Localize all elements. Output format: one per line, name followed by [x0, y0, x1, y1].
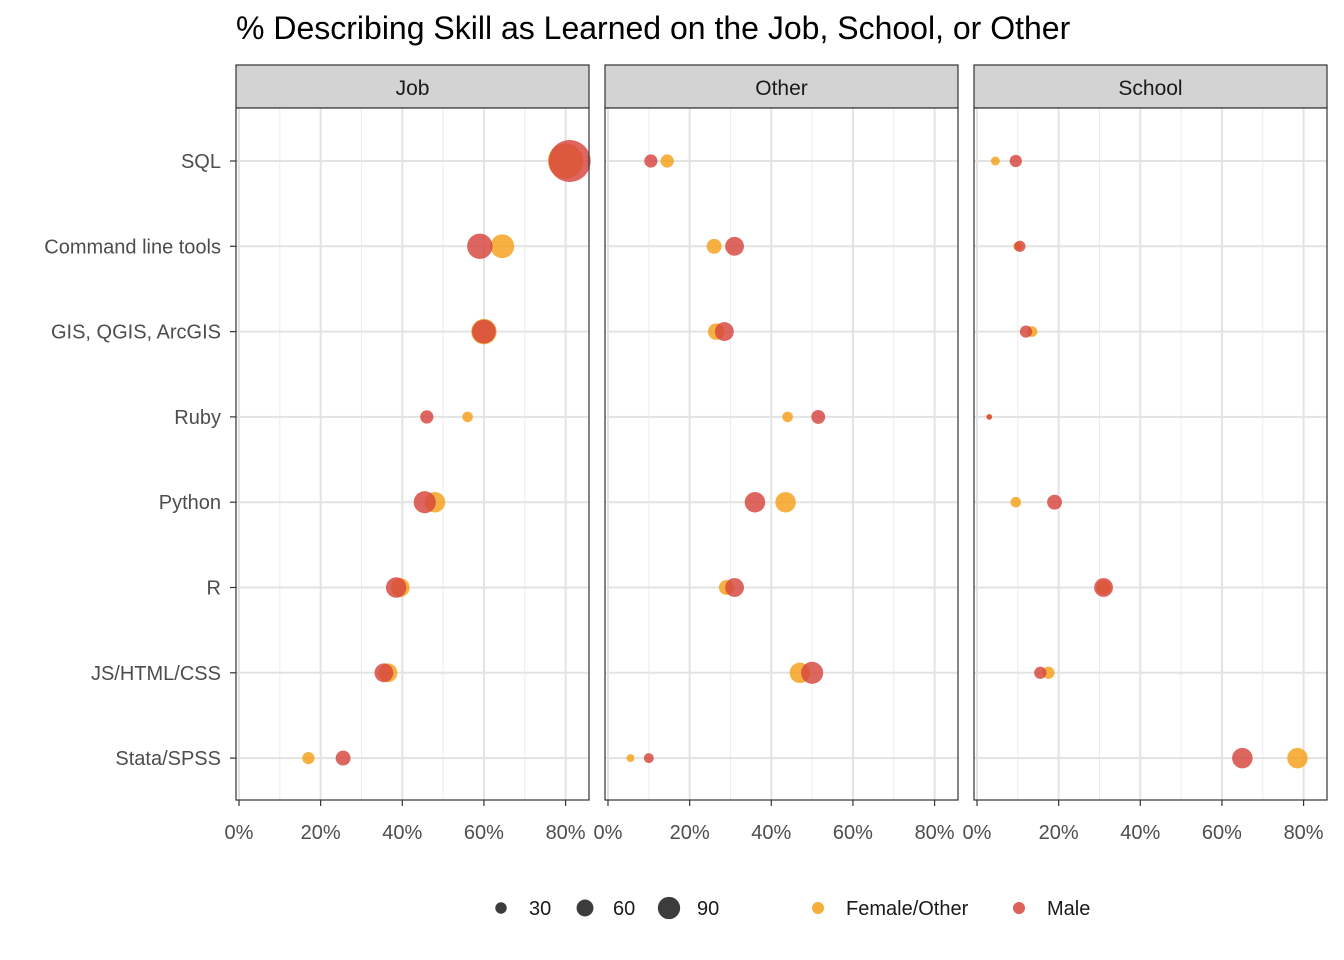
panel-background — [974, 108, 1327, 800]
point-male-js-html-css — [1034, 666, 1047, 679]
point-male-stata-spss — [335, 750, 351, 766]
facet-strip-job — [235, 64, 590, 109]
facet-label-school: School — [1118, 77, 1182, 100]
color-legend-key-male — [1013, 902, 1025, 914]
x-tick-label: 80% — [1284, 822, 1324, 844]
point-male-js-html-css — [801, 661, 824, 684]
facet-panel-school: School 0% 20% 40% 60% 80% — [963, 64, 1328, 844]
point-female-other-sql — [660, 154, 674, 168]
facet-strip-school — [973, 64, 1328, 109]
point-male-command-line-tools — [1014, 240, 1026, 252]
size-legend-key-30 — [495, 902, 507, 914]
point-male-ruby — [811, 409, 826, 424]
chart-title: % Describing Skill as Learned on the Job… — [236, 10, 1071, 46]
point-male-command-line-tools — [725, 236, 744, 256]
color-legend-label-female-other: Female/Other — [846, 898, 969, 920]
size-legend-key-60 — [576, 899, 594, 917]
panel-border — [604, 107, 959, 801]
y-tick-label-sql: SQL — [181, 151, 221, 173]
facet-label-other: Other — [755, 77, 808, 100]
x-tick-label: 60% — [833, 822, 873, 844]
point-male-r — [725, 578, 744, 597]
x-tick-label: 0% — [594, 822, 623, 844]
point-female-other-python — [775, 491, 796, 513]
x-tick-label: 40% — [382, 822, 422, 844]
point-female-other-ruby — [462, 411, 473, 423]
point-female-other-stata-spss — [1287, 747, 1308, 769]
size-legend-label-30: 30 — [529, 898, 551, 920]
x-tick-label: 20% — [301, 822, 341, 844]
point-female-other-python — [1010, 496, 1022, 508]
size-legend-key-90 — [657, 896, 681, 920]
point-female-other-command-line-tools — [706, 238, 722, 254]
x-tick-label: 80% — [546, 822, 586, 844]
y-tick-label-ruby: Ruby — [174, 407, 221, 429]
x-tick-label: 80% — [915, 822, 955, 844]
facet-panel-job: Job 0% 20% 40% 60% 80% — [225, 64, 591, 844]
point-male-stata-spss — [643, 753, 654, 764]
y-axis: SQL Command line tools GIS, QGIS, ArcGIS Ru… — [44, 151, 236, 770]
panel-background — [605, 108, 958, 800]
point-male-r — [385, 577, 407, 598]
point-male-sql — [644, 154, 658, 168]
x-tick-label: 0% — [963, 822, 992, 844]
x-tick-label: 40% — [1120, 822, 1160, 844]
facet-label-job: Job — [396, 77, 430, 100]
x-tick-label: 40% — [751, 822, 791, 844]
point-female-other-sql — [990, 156, 1000, 166]
x-tick-label: 60% — [464, 822, 504, 844]
y-tick-label-js-html-css: JS/HTML/CSS — [91, 663, 221, 685]
point-male-ruby — [986, 414, 993, 420]
y-tick-label-stata-spss: Stata/SPSS — [115, 748, 221, 770]
point-female-other-stata-spss — [302, 751, 315, 765]
x-tick-label: 60% — [1202, 822, 1242, 844]
point-male-command-line-tools — [467, 233, 493, 260]
point-male-ruby — [420, 410, 434, 424]
color-legend: Female/Other Male — [812, 898, 1090, 920]
point-female-other-ruby — [782, 411, 793, 423]
size-legend: 30 60 90 — [495, 896, 719, 920]
point-female-other-command-line-tools — [490, 234, 515, 259]
point-male-python — [744, 491, 766, 513]
point-male-sql — [548, 140, 591, 182]
point-male-stata-spss — [1232, 747, 1253, 769]
x-tick-label: 0% — [225, 822, 254, 844]
legend: 30 60 90 Female/Other Male — [495, 896, 1090, 920]
point-male-gis-qgis-arcgis — [472, 319, 496, 344]
point-male-js-html-css — [374, 663, 394, 683]
x-tick-label: 20% — [670, 822, 710, 844]
y-tick-label-gis-qgis-arcgis: GIS, QGIS, ArcGIS — [51, 322, 221, 344]
color-legend-key-female-other — [812, 902, 824, 914]
color-legend-label-male: Male — [1047, 898, 1090, 920]
point-male-gis-qgis-arcgis — [714, 322, 734, 342]
panel-border — [235, 107, 590, 801]
facet-strip-other — [604, 64, 959, 109]
point-male-r — [1094, 578, 1113, 597]
y-tick-label-python: Python — [159, 492, 221, 514]
point-male-sql — [1009, 154, 1022, 168]
x-tick-label: 20% — [1039, 822, 1079, 844]
point-female-other-stata-spss — [626, 754, 635, 763]
facet-panel-other: Other 0% 20% 40% 60% 80% — [594, 64, 959, 844]
panel-border — [973, 107, 1328, 801]
y-tick-label-r: R — [207, 578, 221, 600]
point-male-gis-qgis-arcgis — [1019, 325, 1033, 338]
size-legend-label-90: 90 — [697, 898, 719, 920]
size-legend-label-60: 60 — [613, 898, 635, 920]
point-male-python — [1047, 494, 1063, 510]
point-male-python — [413, 491, 436, 514]
panel-background — [236, 108, 589, 800]
y-tick-label-command-line-tools: Command line tools — [44, 236, 221, 258]
